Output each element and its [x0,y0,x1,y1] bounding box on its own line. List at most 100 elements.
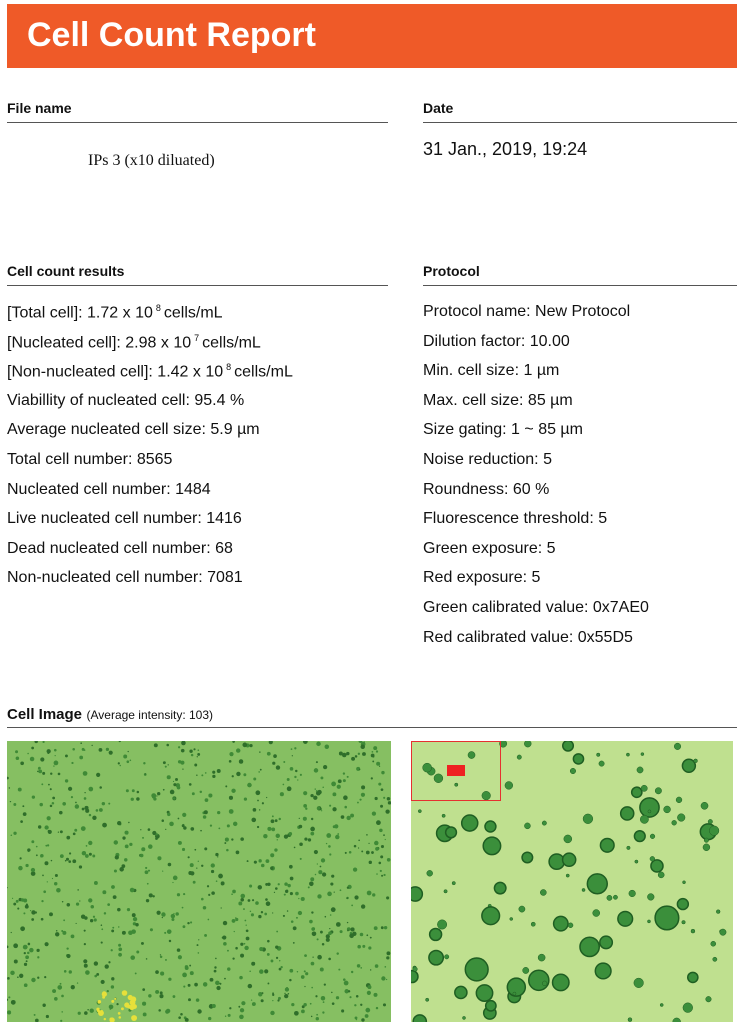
cell [261,802,264,805]
cell [316,806,321,810]
cell [161,916,164,919]
cell [145,898,150,903]
cell [173,912,175,915]
cell [349,996,352,999]
cell [299,857,302,860]
cell [89,1008,94,1013]
cell [586,873,608,895]
cell [310,877,315,882]
cell [121,1007,124,1011]
cell [80,914,86,919]
cell [136,797,140,801]
cell [46,749,51,754]
cell [305,807,308,810]
cell [84,1011,88,1015]
cell [265,898,268,901]
cell [275,956,279,959]
cell [102,995,106,999]
text: [Non-nucleated cell]: 1.42 x 10 [7,363,224,381]
cell [324,915,327,918]
cell [123,754,128,759]
cell [148,844,153,849]
cell [175,783,181,788]
cell [72,859,77,864]
cell [522,967,530,974]
cell [101,801,106,806]
cell [129,842,133,847]
cell [166,775,171,780]
cell [383,796,386,799]
cell [346,775,349,778]
cell [68,852,72,855]
cell [339,889,342,892]
exponent: 7 [194,332,200,343]
cell [201,897,204,901]
cell [294,1010,299,1016]
cell [48,783,50,786]
cell [314,788,316,790]
cell [317,954,322,960]
cell [151,793,157,799]
cell [279,792,284,797]
cell [17,907,20,910]
cell [319,865,322,868]
cell [66,903,71,907]
cell [44,942,49,947]
cell [354,755,358,758]
cell [168,939,172,943]
cell [189,921,193,924]
cell [509,917,514,921]
cell [362,752,366,756]
cell [27,848,31,852]
cell [231,838,234,841]
cell [72,832,76,836]
cell [64,754,68,758]
cell [177,840,182,845]
cell [561,852,577,868]
rule [423,285,737,286]
cell [96,972,100,976]
cell [168,977,172,981]
cell [11,897,14,899]
cell [245,929,249,933]
cell [676,897,690,911]
cell [360,967,363,969]
cell [579,936,601,958]
cell [27,752,29,755]
cell [31,910,36,915]
cell [23,951,26,955]
cell [315,790,321,796]
cell [149,928,153,932]
section-heading: File name [7,100,72,116]
cell [627,1017,633,1022]
cell [45,844,48,847]
cell [229,1007,232,1010]
cell [20,820,23,823]
cell [267,939,270,943]
cell [296,971,299,973]
cell [194,763,198,767]
cell [372,893,376,897]
cell [425,997,430,1002]
cell [598,760,605,767]
cell [188,783,192,786]
cell [482,836,502,856]
cell [258,914,262,919]
cell [132,916,138,922]
cell [304,954,307,958]
cell [294,775,297,779]
cell [61,930,64,933]
cell [663,805,671,814]
cell [354,1016,358,1020]
cell [187,983,191,987]
cell [240,837,244,841]
report-title: Cell Count Report [27,16,316,54]
cell [247,782,252,788]
cell [240,893,246,899]
cell [210,869,215,874]
cell [59,810,63,815]
cell [59,854,64,859]
date: 31 Jan., 2019, 19:24 [423,139,588,159]
cell [250,913,254,917]
cell [217,811,221,815]
